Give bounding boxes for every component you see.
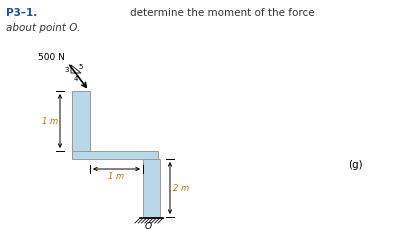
Text: (g): (g) <box>348 159 362 169</box>
Text: O: O <box>145 221 152 229</box>
Text: P3–1.: P3–1. <box>6 8 37 18</box>
Bar <box>143 159 160 217</box>
Text: 2 m: 2 m <box>173 184 189 193</box>
Text: about point O.: about point O. <box>6 23 80 33</box>
Text: 4: 4 <box>74 76 78 82</box>
Text: determine the moment of the force: determine the moment of the force <box>130 8 315 18</box>
Text: 1 m: 1 m <box>108 171 125 180</box>
Text: 5: 5 <box>78 64 82 70</box>
Bar <box>72 92 90 151</box>
Text: 500 N: 500 N <box>38 53 65 62</box>
Text: 1 m: 1 m <box>42 117 58 126</box>
Bar <box>72 151 158 159</box>
Text: 3: 3 <box>64 67 69 73</box>
